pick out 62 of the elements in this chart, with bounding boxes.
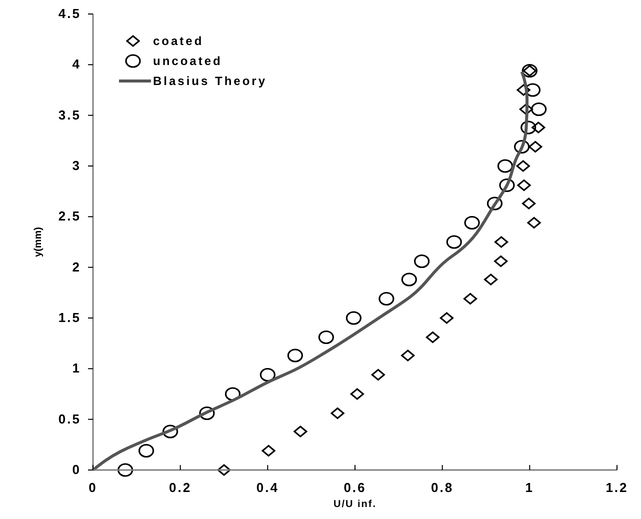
point (464, 216, 480, 230)
y-tick-label: 0 (72, 462, 81, 477)
point (371, 368, 385, 381)
point (532, 122, 546, 134)
x-tick-label: 1.2 (606, 480, 628, 495)
point (162, 424, 178, 438)
point (446, 235, 462, 249)
point (401, 350, 415, 362)
x-tick-label: 1 (525, 480, 534, 495)
y-tick-label: 4 (72, 56, 81, 72)
y-tick-label: 1 (72, 360, 81, 376)
point (378, 292, 394, 306)
y-tick-label: 3.5 (58, 107, 81, 122)
legend-label: coated (153, 34, 204, 48)
point (516, 160, 530, 172)
point (516, 84, 530, 96)
point (531, 102, 547, 116)
y-axis-title: y(mm) (33, 226, 44, 258)
y-tick-label: 2.5 (58, 208, 81, 224)
legend-label: Blasius Theory (153, 74, 268, 88)
y-tick-label: 4.5 (58, 6, 81, 21)
point (494, 236, 508, 248)
point (199, 406, 215, 420)
point (519, 103, 533, 116)
point (262, 444, 276, 457)
point (350, 388, 364, 400)
point (217, 464, 231, 476)
point (497, 159, 514, 173)
y-tick-label: 2 (72, 259, 81, 274)
point (520, 120, 536, 134)
x-tick-label: 0 (88, 480, 98, 495)
point (527, 216, 541, 229)
x-tick-label: 0.6 (344, 480, 366, 495)
point (294, 426, 308, 438)
point (484, 274, 498, 286)
y-tick-label: 3 (72, 158, 81, 173)
point (260, 368, 276, 382)
point (514, 140, 530, 154)
x-tick-label: 0.8 (431, 480, 454, 495)
x-axis-title: U/U inf. (334, 499, 376, 510)
point (414, 254, 430, 268)
x-tick-label: 0.2 (169, 480, 192, 495)
point (440, 312, 454, 324)
point (528, 140, 542, 153)
point (318, 330, 334, 344)
point (118, 463, 134, 477)
point (138, 444, 154, 458)
point (494, 255, 508, 268)
point (517, 179, 531, 192)
y-tick-label: 1.5 (58, 310, 81, 325)
point (499, 178, 515, 192)
legend-label: uncoated (153, 54, 222, 68)
point (287, 348, 303, 362)
point (330, 407, 344, 420)
y-tick-label: 0.5 (58, 411, 81, 426)
point (346, 311, 362, 325)
point (426, 331, 440, 344)
point (522, 198, 536, 210)
point (486, 196, 503, 210)
point (463, 292, 478, 305)
x-tick-label: 0.4 (256, 480, 279, 495)
point (401, 272, 417, 286)
